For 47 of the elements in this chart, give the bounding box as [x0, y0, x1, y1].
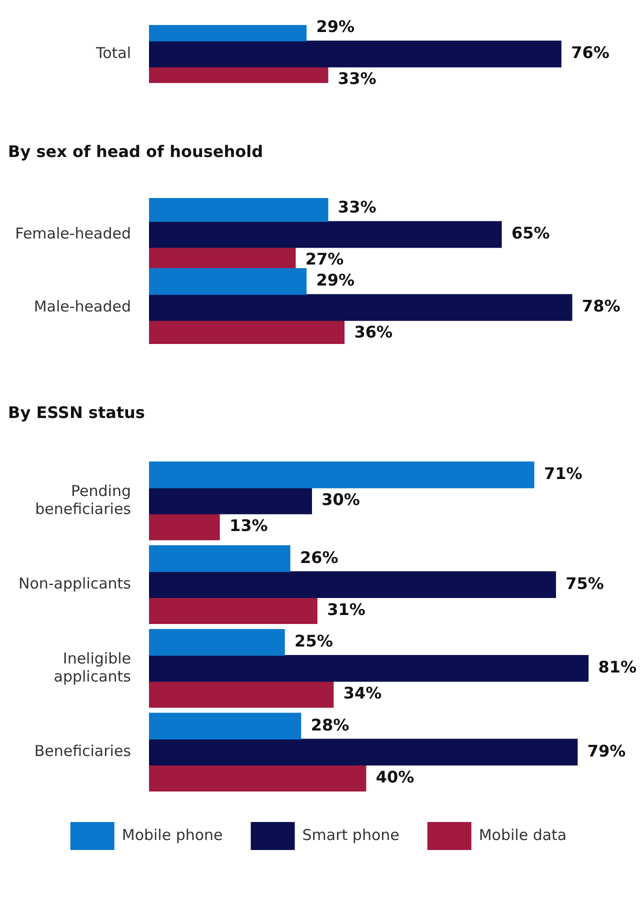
y-tick-label: Pending beneficiaries [35, 482, 132, 518]
data-label: 30% [322, 490, 360, 510]
bar [149, 488, 312, 514]
bar [149, 294, 572, 321]
data-label: 31% [327, 600, 366, 619]
data-label: 65% [511, 224, 550, 243]
bar [149, 597, 318, 624]
bar [149, 764, 366, 792]
data-label: 29% [316, 17, 355, 36]
bar [149, 571, 556, 598]
data-label: 28% [310, 715, 350, 734]
y-tick-label: Non-applicants [18, 574, 132, 593]
data-label: 40% [376, 767, 414, 786]
y-tick-label: Ineligible applicants [54, 649, 132, 686]
y-tick-label: Total [94, 44, 131, 62]
data-label: 75% [566, 574, 604, 593]
legend-label: Mobile phone [122, 826, 223, 844]
data-label: 36% [354, 322, 392, 342]
chart-title: By ESSN status [7, 403, 146, 424]
legend-label: Smart phone [302, 826, 400, 844]
bar [149, 268, 307, 295]
data-label: 79% [587, 741, 626, 760]
bar [149, 655, 589, 682]
data-label: 29% [316, 270, 355, 290]
data-label: 25% [294, 632, 333, 651]
data-label: 78% [582, 296, 620, 316]
chart-title: By sex of head of household [7, 142, 264, 163]
data-label: 71% [544, 464, 582, 484]
bar [149, 712, 302, 740]
bar [149, 514, 220, 540]
data-label: 34% [343, 684, 382, 703]
data-label: 33% [338, 198, 376, 217]
bar [149, 738, 578, 766]
data-label: 27% [305, 250, 344, 269]
y-tick-label: Female-headed [15, 224, 131, 242]
bar [149, 545, 290, 572]
data-label: 81% [598, 658, 636, 677]
bar [149, 462, 534, 488]
data-label: 33% [338, 69, 376, 88]
data-label: 76% [571, 43, 610, 62]
data-label: 26% [300, 548, 338, 567]
y-tick-label: Male-headed [34, 297, 131, 316]
y-tick-label: Beneficiaries [34, 742, 132, 760]
data-label: 13% [229, 516, 268, 536]
legend-label: Mobile data [478, 826, 567, 844]
bar [149, 681, 334, 708]
bar [149, 629, 285, 656]
